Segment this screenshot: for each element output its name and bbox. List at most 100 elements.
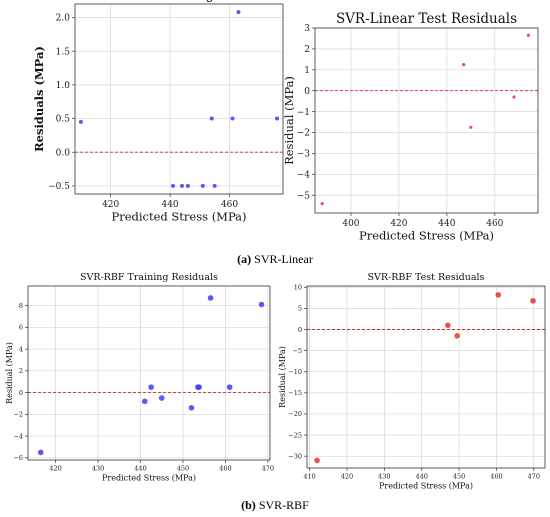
- y-tick-label: 3: [304, 24, 310, 34]
- y-tick-label: −4: [297, 170, 311, 180]
- y-tick-label: 10: [294, 284, 302, 292]
- plot-frame: [314, 27, 539, 214]
- y-tick-label: −0.5: [48, 182, 70, 192]
- plot-frame: [27, 285, 271, 461]
- y-tick-label: 2: [19, 367, 23, 375]
- x-tick-label: 420: [390, 219, 407, 229]
- data-point: [275, 116, 280, 121]
- y-tick-label: −10: [288, 368, 302, 376]
- caption-b: (b) SVR-RBF: [0, 498, 550, 513]
- y-tick-label: 5: [298, 305, 302, 313]
- x-tick-label: 470: [262, 465, 274, 473]
- data-point: [209, 116, 214, 121]
- x-axis-label: Predicted Stress (MPa): [102, 474, 196, 483]
- y-tick-label: 0.0: [56, 148, 71, 158]
- y-tick-label: 1: [304, 66, 310, 76]
- y-tick-label: 0: [298, 326, 302, 334]
- x-tick-label: 440: [161, 200, 178, 210]
- x-tick-label: 450: [453, 473, 465, 481]
- data-point: [454, 333, 460, 339]
- chart-title: SVR-RBF Test Residuals: [368, 272, 485, 283]
- svr-linear-test-chart: 400 420 440 460 −5 −4 −3 −2 −1 0 1 2 3 SVR-Linear Tes…: [282, 11, 539, 243]
- data-point: [200, 183, 205, 188]
- y-tick-label: −4: [13, 432, 23, 440]
- y-tick-label: −5: [297, 191, 311, 201]
- data-point: [226, 384, 233, 390]
- data-point: [179, 183, 184, 188]
- data-point: [196, 384, 202, 390]
- data-point: [236, 10, 241, 15]
- x-tick-label: 440: [415, 473, 427, 481]
- data-point: [462, 62, 466, 67]
- y-axis-label: Residual (MPa): [5, 342, 14, 404]
- y-tick-label: 6: [19, 324, 23, 332]
- caption-a-letter: (a): [237, 252, 252, 266]
- x-axis-label: Predicted Stress (MPa): [111, 210, 246, 224]
- x-tick-label: 450: [177, 465, 189, 473]
- y-tick-label: 4: [19, 345, 23, 353]
- x-tick-label: 460: [486, 219, 503, 229]
- data-point: [37, 449, 44, 456]
- chart-title: SVR-Linear Test Residuals: [336, 11, 517, 27]
- data-point: [171, 183, 176, 188]
- y-tick-label: 0: [304, 87, 310, 97]
- x-tick-label: 430: [92, 465, 104, 473]
- y-axis-label: Residual (MPa): [282, 76, 296, 165]
- x-tick-label: 440: [438, 219, 455, 229]
- x-tick-label: 430: [378, 473, 390, 481]
- data-point: [141, 398, 148, 405]
- data-point: [526, 33, 531, 37]
- y-tick-label: −5: [292, 347, 302, 355]
- y-axis-label: Residuals (MPa): [32, 46, 46, 152]
- y-tick-label: −2: [13, 411, 23, 419]
- y-tick-label: −1: [297, 108, 310, 118]
- x-tick-label: 410: [303, 473, 315, 481]
- data-point: [314, 457, 320, 464]
- y-tick-label: −3: [297, 150, 311, 160]
- data-point: [158, 395, 165, 401]
- data-point: [188, 405, 195, 411]
- caption-a-text: SVR-Linear: [254, 252, 313, 266]
- x-tick-label: 400: [342, 219, 359, 229]
- data-point: [469, 125, 473, 129]
- svr-linear-training-chart: 420 440 460 −0.5 0.0 0.5 1.0 1.5 2.0 SVR-Linear T…: [32, 0, 285, 224]
- x-tick-label: 420: [341, 473, 353, 481]
- data-point: [512, 95, 516, 99]
- data-point: [78, 119, 83, 124]
- x-axis-label: Predicted Stress (MPa): [359, 229, 494, 243]
- y-tick-label: 2.0: [56, 14, 71, 24]
- data-point: [530, 297, 536, 304]
- chart-title: SVR-Linear Training Residuals: [74, 0, 285, 3]
- y-axis-label: Residual (MPa): [278, 346, 287, 408]
- svr-rbf-test-chart: 410 420 430 440 450 460 470 −30 −25 −20 −15 −10 −5 0 5…: [278, 272, 546, 491]
- data-point: [320, 201, 324, 206]
- x-axis-label: Predicted Stress (MPa): [379, 482, 473, 491]
- plot-frame: [306, 285, 546, 469]
- data-point: [445, 322, 451, 329]
- data-point: [212, 183, 217, 188]
- x-tick-label: 420: [49, 465, 61, 473]
- y-tick-label: 1.5: [56, 47, 71, 57]
- data-point: [207, 295, 214, 301]
- x-tick-label: 460: [221, 200, 238, 210]
- y-tick-label: −20: [288, 410, 302, 418]
- y-tick-label: −25: [288, 431, 302, 439]
- caption-a: (a) SVR-Linear: [0, 252, 550, 267]
- x-tick-label: 460: [490, 473, 502, 481]
- y-tick-label: 1.0: [56, 81, 71, 91]
- y-tick-label: −30: [288, 452, 302, 460]
- svr-rbf-training-chart: 420 430 440 450 460 470 −6 −4 −2 0 2 4 6 8 SVR-RBF Tra…: [5, 272, 274, 483]
- y-tick-label: −2: [297, 129, 310, 139]
- plot-frame: [74, 3, 284, 195]
- y-tick-label: −15: [288, 389, 302, 397]
- data-point: [185, 183, 190, 188]
- y-tick-label: 0: [19, 389, 23, 397]
- data-point: [258, 301, 265, 308]
- caption-b-letter: (b): [241, 498, 256, 512]
- y-tick-label: 8: [19, 302, 23, 310]
- data-point: [495, 292, 502, 298]
- caption-b-text: SVR-RBF: [258, 498, 309, 512]
- x-tick-label: 420: [102, 200, 119, 210]
- x-tick-label: 440: [134, 465, 146, 473]
